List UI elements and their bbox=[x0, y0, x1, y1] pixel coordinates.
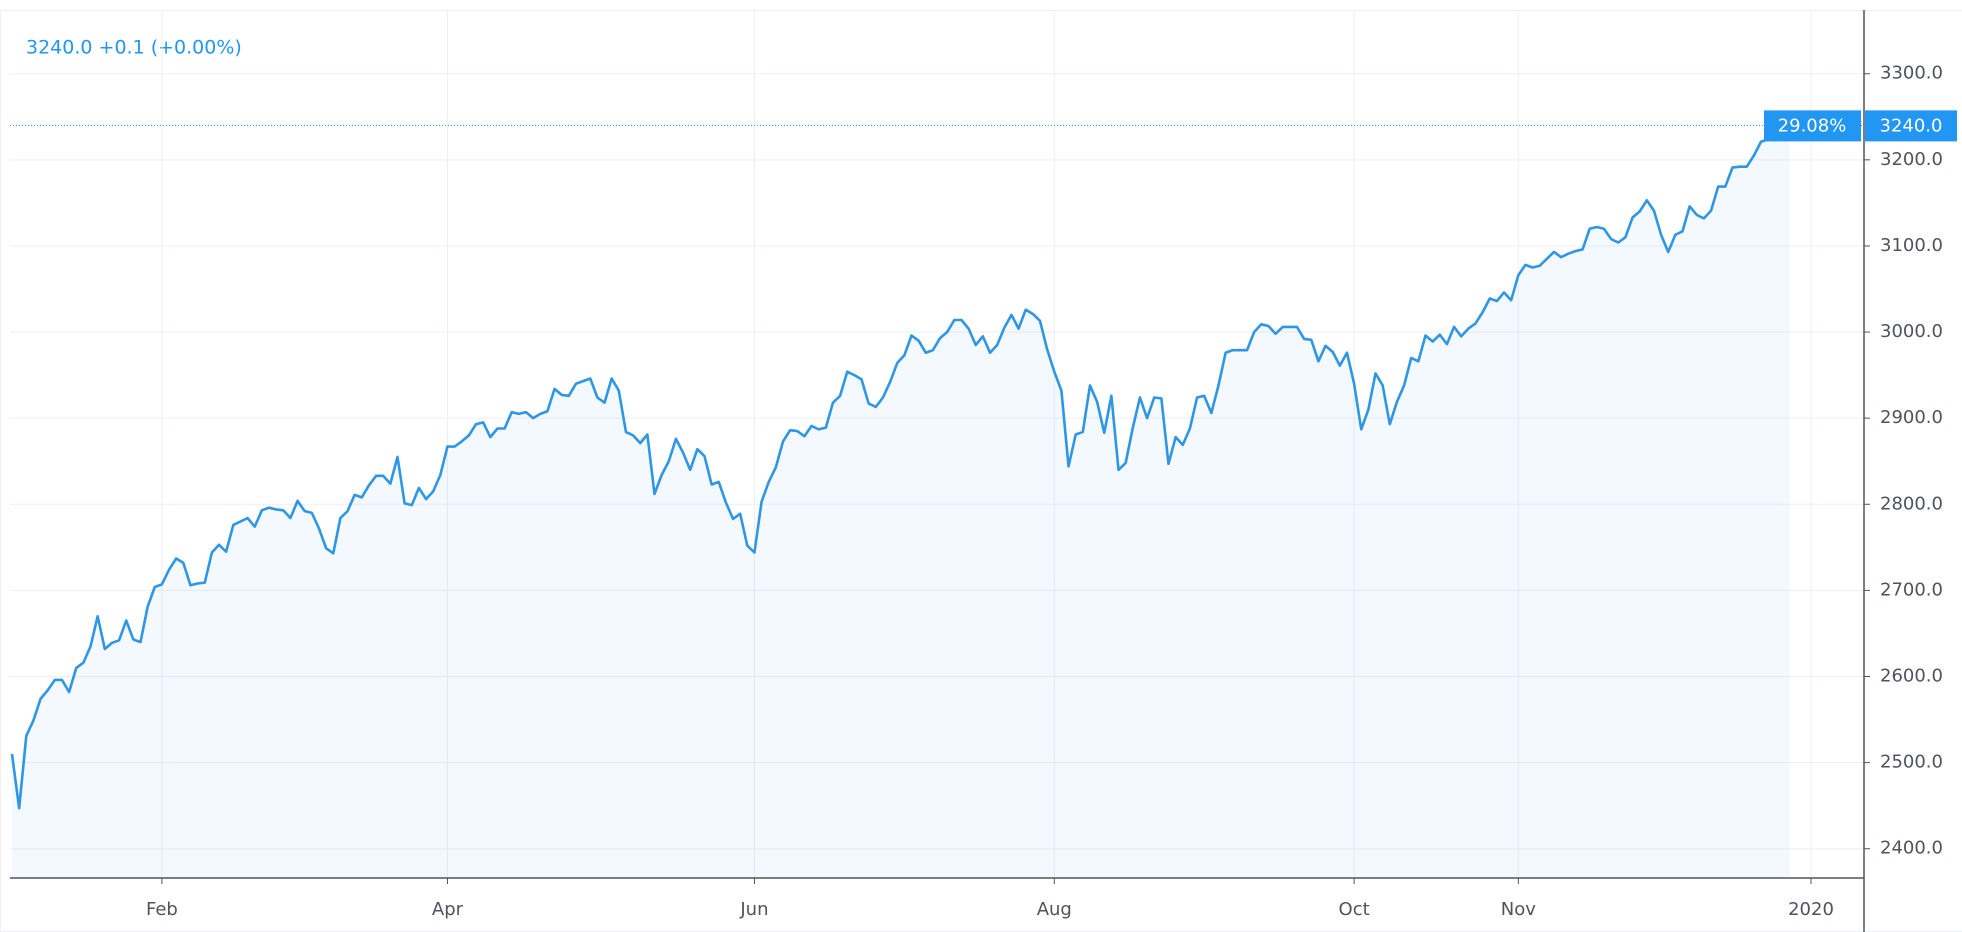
header-quote: 3240.0 +0.1 (+0.00%) bbox=[26, 37, 242, 59]
y-tick-label: 3000.0 bbox=[1880, 321, 1943, 342]
y-tick-label: 3300.0 bbox=[1880, 63, 1943, 84]
x-tick-label: Feb bbox=[146, 899, 178, 920]
percent-badge bbox=[1764, 110, 1861, 142]
x-tick-label: Nov bbox=[1501, 899, 1536, 920]
x-tick-label: Apr bbox=[432, 899, 464, 920]
y-tick-label: 3200.0 bbox=[1880, 149, 1943, 170]
price-line bbox=[10, 124, 1790, 810]
y-tick-label: 3100.0 bbox=[1880, 235, 1943, 256]
y-tick-label: 2800.0 bbox=[1880, 493, 1943, 514]
price-badge bbox=[1865, 110, 1957, 142]
x-tick-label: Jun bbox=[739, 899, 768, 920]
y-tick-label: 2700.0 bbox=[1880, 579, 1943, 600]
y-tick-label: 2400.0 bbox=[1880, 838, 1943, 859]
x-tick-label: Aug bbox=[1037, 899, 1072, 920]
x-tick-label: Oct bbox=[1339, 899, 1370, 920]
y-tick-label: 2900.0 bbox=[1880, 407, 1943, 428]
y-tick-label: 2600.0 bbox=[1880, 666, 1943, 687]
area-fill bbox=[12, 125, 1790, 878]
y-tick-label: 2500.0 bbox=[1880, 752, 1943, 773]
panel bbox=[0, 10, 1962, 932]
x-tick-label: 2020 bbox=[1788, 899, 1834, 920]
price-label: 3240.0 bbox=[1880, 115, 1943, 136]
percent-label: 29.08% bbox=[1778, 115, 1847, 136]
